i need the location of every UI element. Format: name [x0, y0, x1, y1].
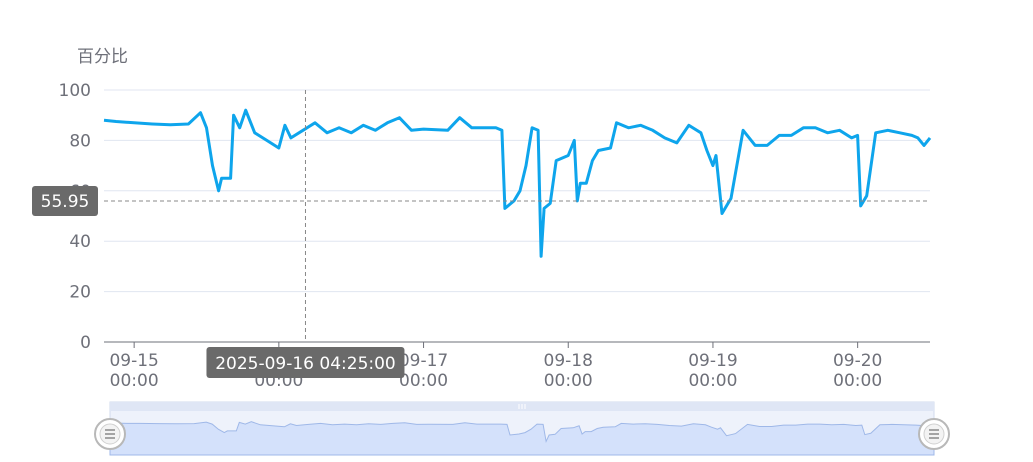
x-tick-label-time: 00:00	[833, 371, 882, 391]
x-tick-label-time: 00:00	[110, 371, 159, 391]
zoom-overview-area	[109, 421, 935, 456]
zoom-start-handle[interactable]	[94, 418, 126, 450]
x-tick-label-date: 09-20	[833, 351, 882, 371]
series-layer	[103, 108, 932, 258]
x-tick-label-time: 00:00	[688, 371, 737, 391]
pointer-y-label: 55.95	[41, 192, 90, 212]
zoom-end-handle[interactable]	[918, 418, 950, 450]
grid-lines	[104, 89, 930, 293]
y-tick-label: 80	[69, 131, 91, 151]
x-tick-label-time: 00:00	[544, 371, 593, 391]
x-tick-label-date: 09-15	[109, 351, 158, 371]
y-tick-label: 20	[69, 283, 91, 303]
y-axis-unit-label: 百分比	[77, 47, 128, 67]
x-tick-label-date: 09-18	[544, 351, 593, 371]
pointer-y-label-bg	[32, 186, 98, 217]
data-zoom-slider[interactable]	[94, 401, 950, 456]
axis-pointer: 55.95 2025-09-16 04:25:00	[32, 90, 930, 378]
x-tick-label-time: 00:00	[399, 371, 448, 391]
x-tick-label-date: 09-19	[688, 351, 737, 371]
y-tick-label: 40	[69, 232, 91, 252]
y-tick-label: 0	[80, 333, 91, 353]
pointer-x-label: 2025-09-16 04:25:00	[215, 354, 396, 374]
y-tick-label: 100	[59, 81, 91, 101]
x-tick-label-date: 09-17	[399, 351, 448, 371]
pointer-x-label-bg	[206, 347, 405, 378]
series-line	[103, 108, 932, 258]
